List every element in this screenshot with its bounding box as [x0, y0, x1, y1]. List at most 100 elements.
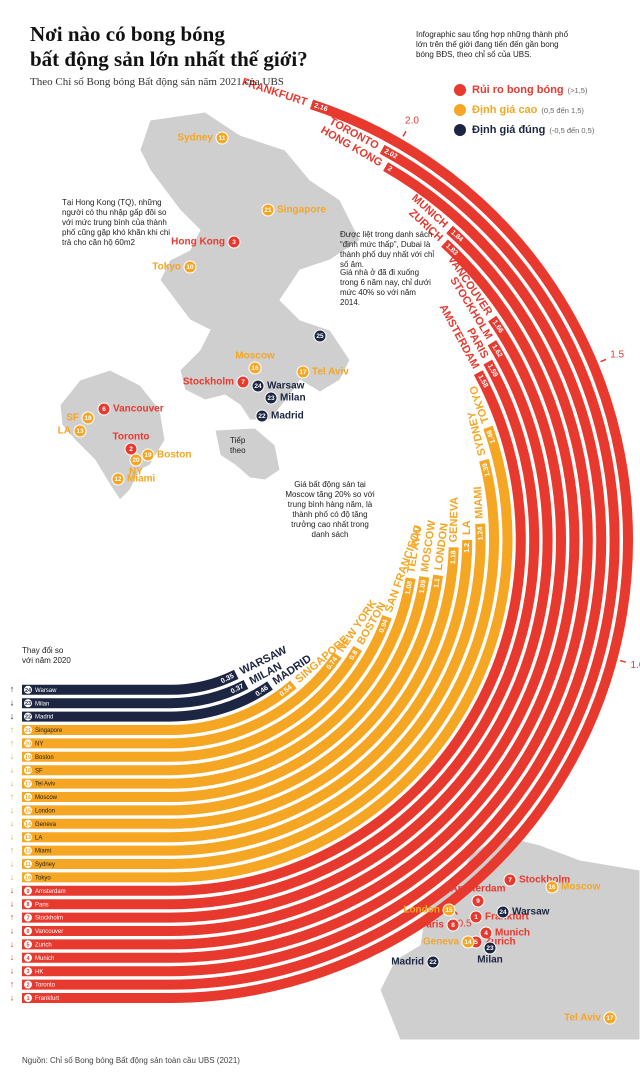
trend-arrow: ↑	[10, 845, 15, 855]
city-marker	[426, 955, 440, 969]
africa-land	[214, 427, 281, 481]
trend-arrow: ↓	[10, 872, 15, 882]
marker-label: Madrid	[391, 957, 424, 968]
marker-label: Hong Kong	[171, 237, 225, 248]
city-marker	[97, 402, 111, 416]
tick-mark	[600, 358, 607, 363]
rank-marker	[24, 913, 32, 922]
list-name: LA	[35, 835, 42, 841]
marker-rank: 3	[232, 239, 236, 246]
trend-arrow: ↓	[10, 966, 15, 976]
legend-label: Định giá cao	[472, 104, 538, 116]
marker-rank: 7	[508, 877, 512, 884]
list-name: Boston	[35, 755, 54, 761]
list-name: Vancouver	[35, 929, 63, 935]
rank-marker	[24, 712, 32, 721]
list-name: Munich	[35, 956, 54, 962]
bar-arc	[22, 574, 444, 816]
marker-rank: 16	[251, 365, 259, 372]
trend-arrow: ↑	[10, 912, 15, 922]
rank-number: 20	[25, 741, 31, 747]
rank-marker	[24, 940, 32, 949]
rank-number: 23	[25, 701, 31, 707]
bar-arc	[22, 340, 553, 923]
trend-arrow: ↓	[10, 992, 15, 1002]
list-name: Frankfurt	[35, 996, 59, 1002]
bar-arc	[22, 669, 239, 695]
note: Giá nhà ở đã đi xuống trong 6 năm nay, c…	[340, 268, 431, 307]
rank-number: 9	[26, 889, 29, 895]
trend-arrow: ↓	[10, 832, 15, 842]
list-name: Toronto	[35, 983, 56, 989]
marker-rank: 9	[476, 898, 480, 905]
tick-mark	[619, 659, 627, 663]
trend-arrow: ↓	[10, 952, 15, 962]
list-name: London	[35, 808, 55, 814]
note: Giá bất động sản tại Moscow tăng 20% so …	[285, 480, 375, 539]
city-marker	[446, 918, 460, 932]
title: Nơi nào có bong bóng bất động sản lớn nh…	[30, 22, 308, 72]
note: Được liệt trong danh sách “định mức thấp…	[340, 230, 435, 269]
marker-rank: 18	[84, 415, 92, 422]
marker-label: Moscow	[561, 882, 601, 893]
city-marker	[215, 131, 229, 145]
bar-arc	[22, 615, 392, 776]
trend-arrow: ↓	[10, 751, 15, 761]
rank-marker	[24, 752, 32, 761]
marker-rank: 7	[241, 379, 245, 386]
rank-marker	[24, 726, 32, 734]
rank-marker	[24, 699, 32, 708]
rank-marker	[24, 886, 32, 895]
rank-number: 4	[26, 956, 30, 962]
rank-marker	[24, 766, 32, 775]
city-marker	[545, 880, 559, 894]
city-marker	[471, 894, 485, 908]
value-label: 1.1	[433, 578, 441, 589]
source: Nguồn: Chỉ số Bong bóng Bất động sản toà…	[22, 1056, 240, 1065]
tick-label: 1.5	[610, 349, 624, 360]
rank-number: 15	[25, 808, 31, 814]
marker-rank: 2	[129, 446, 133, 453]
city-marker	[479, 926, 493, 940]
intro: Infographic sau tổng hợp những thành phố…	[416, 30, 569, 59]
city-marker	[81, 411, 95, 425]
bar-arc	[22, 425, 513, 883]
trend-arrow: ↓	[10, 698, 15, 708]
rank-number: 1	[26, 996, 29, 1002]
maps	[59, 111, 640, 1041]
marker-rank: 1	[474, 914, 478, 921]
marker-rank: 24	[254, 383, 262, 390]
rank-marker	[24, 953, 32, 962]
marker-rank: 16	[548, 884, 556, 891]
trend-arrow: ↓	[10, 925, 15, 935]
rank-number: 14	[25, 822, 32, 828]
legend-label: Rủi ro bong bóng	[472, 84, 564, 96]
rank-marker	[24, 819, 32, 828]
city-marker	[141, 448, 155, 462]
marker-label: Moscow	[235, 351, 275, 362]
list-name: Tokyo	[35, 875, 51, 881]
city-marker	[483, 941, 497, 955]
rank-number: 21	[25, 728, 31, 734]
bar-arc	[22, 225, 593, 963]
rank-number: 16	[25, 795, 31, 801]
list-name: Amsterdam	[35, 889, 66, 895]
marker-rank: 11	[219, 135, 226, 142]
rank-marker	[24, 927, 32, 935]
marker-rank: 17	[606, 1015, 614, 1022]
list-name: Miami	[35, 849, 51, 855]
rank-number: 24	[25, 688, 32, 694]
value-label: 0.8	[349, 649, 360, 661]
city-marker	[603, 1011, 617, 1025]
marker-label: Amsterdam	[450, 884, 505, 895]
list-name: Moscow	[35, 795, 58, 801]
marker-rank: 17	[299, 369, 307, 376]
marker-rank: 23	[267, 395, 275, 402]
bar-arc	[22, 680, 297, 735]
legend-range: (-0,5 đến 0,5)	[549, 126, 595, 135]
bar-arc	[22, 577, 416, 789]
marker-rank: 10	[186, 264, 194, 271]
city-label: LA	[461, 520, 473, 535]
marker-rank: 20	[132, 457, 140, 464]
